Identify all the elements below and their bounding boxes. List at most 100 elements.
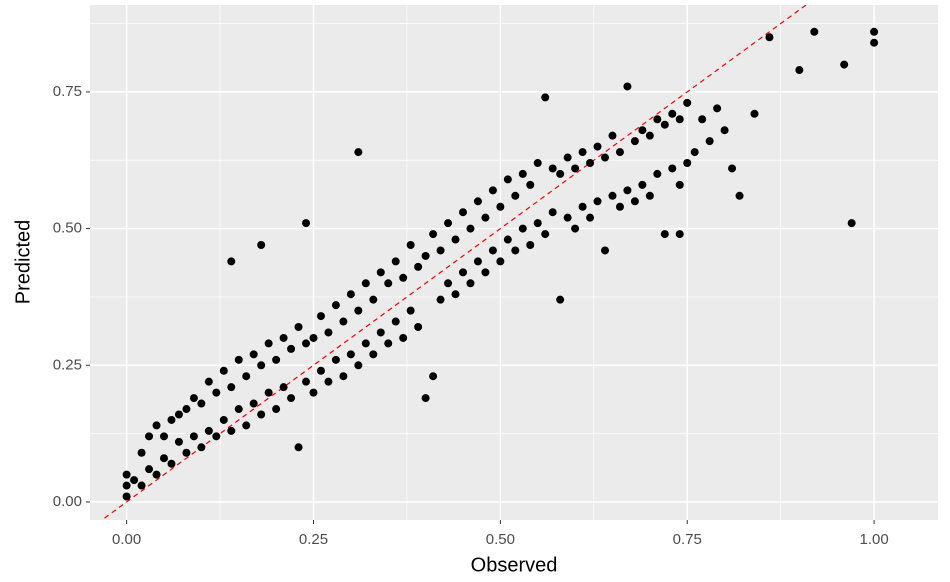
data-point <box>683 98 692 107</box>
data-point <box>496 257 505 266</box>
data-point <box>197 399 206 408</box>
data-point <box>369 350 378 359</box>
y-tick-label: 0.50 <box>53 220 82 237</box>
data-point <box>765 33 774 42</box>
data-point <box>601 153 610 162</box>
data-point <box>399 333 408 342</box>
data-point <box>615 202 624 211</box>
y-tick-label: 0.00 <box>53 493 82 510</box>
data-point <box>668 109 677 118</box>
data-point <box>473 197 482 206</box>
grid <box>90 5 938 520</box>
data-point <box>212 388 221 397</box>
y-tick-label: 0.75 <box>53 83 82 100</box>
data-point <box>870 38 879 47</box>
data-point <box>406 241 415 250</box>
data-point <box>189 394 198 403</box>
data-point <box>795 66 804 75</box>
data-point <box>503 175 512 184</box>
data-point <box>189 432 198 441</box>
data-point <box>645 131 654 140</box>
data-point <box>586 158 595 167</box>
data-point <box>675 230 684 239</box>
data-point <box>309 388 318 397</box>
data-point <box>227 257 236 266</box>
data-point <box>249 399 258 408</box>
data-point <box>541 230 550 239</box>
data-point <box>720 126 729 135</box>
data-point <box>847 219 856 228</box>
data-point <box>167 459 176 468</box>
data-point <box>630 137 639 146</box>
data-point <box>145 432 154 441</box>
data-point <box>346 350 355 359</box>
data-point <box>369 295 378 304</box>
data-point <box>518 169 527 178</box>
data-point <box>159 454 168 463</box>
reference-line <box>100 5 808 520</box>
points-layer <box>122 27 879 501</box>
data-point <box>586 213 595 222</box>
x-tick-label: 1.00 <box>859 531 888 548</box>
data-point <box>630 197 639 206</box>
data-point <box>399 273 408 282</box>
data-point <box>376 328 385 337</box>
data-point <box>488 186 497 195</box>
data-point <box>421 394 430 403</box>
data-point <box>571 224 580 233</box>
data-point <box>466 224 475 233</box>
data-point <box>264 388 273 397</box>
data-point <box>316 366 325 375</box>
data-point <box>264 339 273 348</box>
data-point <box>518 224 527 233</box>
data-point <box>137 481 146 490</box>
data-point <box>451 290 460 299</box>
data-point <box>219 415 228 424</box>
data-point <box>728 164 737 173</box>
data-point <box>526 180 535 189</box>
data-point <box>391 317 400 326</box>
data-point <box>279 333 288 342</box>
data-point <box>638 180 647 189</box>
data-point <box>174 437 183 446</box>
data-point <box>197 443 206 452</box>
data-point <box>451 235 460 244</box>
data-point <box>638 126 647 135</box>
data-point <box>623 186 632 195</box>
data-point <box>713 104 722 113</box>
data-point <box>384 339 393 348</box>
x-tick-label: 0.25 <box>299 531 328 548</box>
panel-background <box>90 5 938 520</box>
data-point <box>444 279 453 288</box>
data-point <box>503 235 512 244</box>
data-point <box>204 377 213 386</box>
data-point <box>152 470 161 479</box>
data-point <box>272 405 281 414</box>
reference-layer <box>100 5 808 520</box>
y-tick-label: 0.25 <box>53 356 82 373</box>
data-point <box>458 208 467 217</box>
data-point <box>279 383 288 392</box>
axes: 0.00 0.25 0.50 0.75 1.00 0.00 0.25 0.50 0.75 <box>53 83 889 548</box>
data-point <box>473 257 482 266</box>
data-point <box>287 394 296 403</box>
data-point <box>122 492 131 501</box>
data-point <box>653 169 662 178</box>
x-tick-label: 0.50 <box>486 531 515 548</box>
data-point <box>870 27 879 36</box>
data-point <box>750 109 759 118</box>
data-point <box>272 355 281 364</box>
data-point <box>511 246 520 255</box>
data-point <box>436 246 445 255</box>
data-point <box>444 219 453 228</box>
data-point <box>481 268 490 277</box>
data-point <box>608 131 617 140</box>
data-point <box>294 443 303 452</box>
data-point <box>167 415 176 424</box>
data-point <box>182 448 191 457</box>
data-point <box>257 361 266 370</box>
data-point <box>204 426 213 435</box>
data-point <box>690 148 699 157</box>
data-point <box>302 219 311 228</box>
x-tick-label: 0.75 <box>673 531 702 548</box>
